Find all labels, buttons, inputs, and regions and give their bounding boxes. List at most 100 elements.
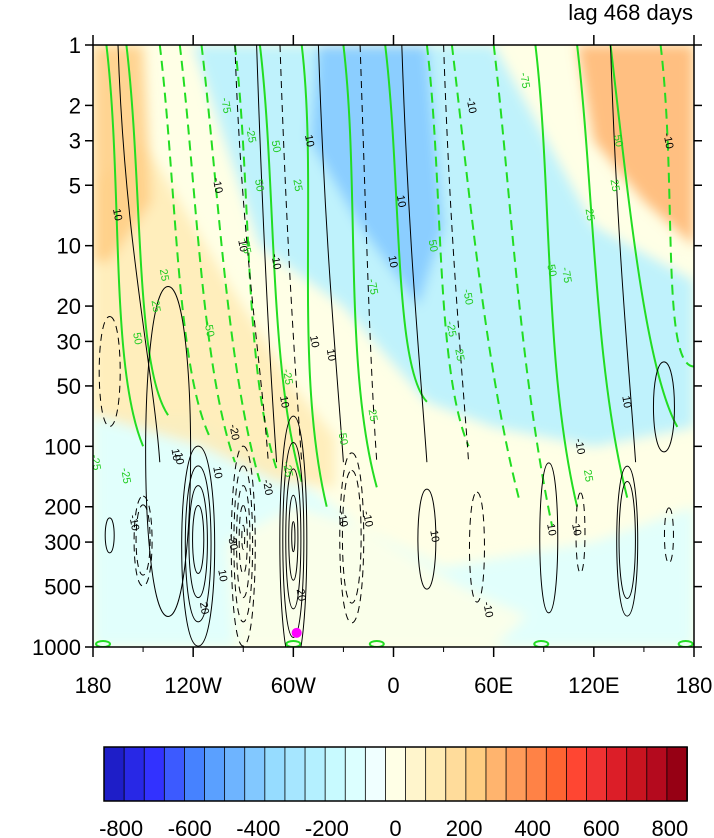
colorbar-swatch — [445, 746, 467, 802]
contour-label: 10 — [324, 348, 338, 362]
colorbar-swatch — [646, 746, 668, 802]
colorbar: -800 -600 -400 -200 0 200 400 600 800 — [99, 746, 688, 838]
contour-label: -50 — [460, 288, 475, 306]
green-contour-line — [200, 45, 261, 482]
y-tick-label: 50 — [57, 374, 81, 399]
colorbar-swatch — [606, 746, 628, 802]
contour-label: 25 — [583, 208, 597, 222]
contour-label: -50 — [544, 260, 559, 278]
green-contour-line — [105, 45, 145, 447]
colorbar-swatch — [143, 746, 166, 802]
contour-label: -10 — [480, 601, 495, 619]
contour-label: 25 — [290, 178, 304, 192]
contour-label: -10 — [572, 438, 587, 456]
black-contour-cell — [192, 504, 205, 574]
black-contour-cell — [417, 488, 437, 590]
contour-label: 10 — [427, 529, 441, 543]
green-contour-line — [450, 45, 520, 498]
x-tick-label: 60E — [474, 673, 513, 698]
contour-label: 10 — [386, 255, 400, 269]
x-tick-label: 120E — [568, 673, 619, 698]
colorbar-swatch — [405, 746, 427, 802]
contour-label: -25 — [280, 368, 295, 386]
y-axis: 1 2 3 5 10 20 30 50 100 200 300 500 1000 — [32, 33, 702, 660]
colorbar-swatch — [385, 746, 407, 802]
green-contours — [95, 45, 694, 647]
green-contour-line — [384, 45, 428, 403]
black-contour-cell — [341, 469, 362, 604]
black-contour-cell — [181, 445, 216, 647]
contour-label: 10 — [307, 335, 321, 349]
colorbar-swatch — [204, 746, 226, 802]
black-contour-cell — [184, 465, 212, 623]
colorbar-label: 600 — [583, 816, 620, 838]
black-contour-line — [256, 45, 278, 463]
contour-label: -10 — [464, 97, 479, 115]
colorbar-frame — [103, 746, 688, 802]
colorbar-label: -400 — [236, 816, 280, 838]
colorbar-label: -600 — [168, 816, 212, 838]
black-contour-cell — [236, 485, 251, 599]
contour-label: -20 — [260, 479, 275, 497]
contour-label: 25 — [157, 268, 171, 282]
green-contour-loop — [677, 640, 694, 647]
colorbar-swatch — [163, 746, 186, 802]
colorbar-swatch — [545, 746, 568, 802]
contour-label: -10 — [210, 177, 225, 195]
contour-label: 25 — [452, 348, 466, 362]
contour-label: 10 — [544, 523, 558, 537]
colorbar-swatch — [344, 746, 367, 802]
contour-label: 10 — [619, 395, 633, 409]
contour-label: 50 — [130, 332, 144, 346]
black-contour-cell — [575, 492, 586, 574]
colorbar-label: 800 — [651, 816, 688, 838]
green-contour-line — [258, 45, 303, 482]
green-contour-loop — [368, 640, 385, 647]
contour-label: -75 — [238, 237, 253, 255]
colorbar-swatch — [626, 746, 648, 802]
green-contour-line — [342, 45, 378, 488]
y-tick-label: 1 — [69, 33, 81, 58]
black-contour-cell — [339, 452, 365, 624]
green-contour-loop — [285, 640, 302, 647]
green-contour-line — [233, 45, 278, 470]
black-contour-cell — [282, 441, 305, 638]
black-contour-cell — [285, 468, 302, 610]
black-contour-cell — [291, 521, 296, 553]
colorbar-swatch — [184, 746, 206, 802]
y-tick-label: 500 — [44, 575, 81, 600]
y-tick-label: 30 — [57, 329, 81, 354]
green-contour-line — [534, 45, 579, 507]
chart-title: lag 468 days — [568, 0, 693, 25]
x-tick-label: 180 — [676, 673, 713, 698]
x-axis: 180 120W 60W 0 60E 120E 180 — [75, 35, 713, 698]
black-contour-line — [279, 45, 303, 463]
contour-label: -25 — [243, 126, 258, 144]
contour-label: 25 — [366, 408, 380, 422]
contour-label: -75 — [517, 72, 532, 90]
contour-label: -10 — [126, 514, 141, 532]
colorbar-swatch — [666, 746, 688, 802]
black-contour-cell — [135, 504, 151, 576]
contour-label: -50 — [335, 428, 350, 446]
black-contour-cell — [618, 480, 636, 599]
contour-label: 50 — [252, 178, 266, 192]
fill-negative-upper-center — [310, 45, 444, 307]
contour-label: 10 — [277, 395, 291, 409]
x-tick-label: 120W — [164, 673, 222, 698]
contour-label: 10 — [210, 466, 224, 480]
black-contour-cell — [279, 415, 308, 647]
colorbar-swatch — [525, 746, 548, 802]
contour-label: 20 — [197, 601, 211, 615]
green-contour-line — [178, 45, 236, 463]
green-contour-line — [300, 45, 328, 507]
y-tick-label: 200 — [44, 495, 81, 520]
black-contour-line — [610, 45, 637, 463]
y-tick-label: 3 — [69, 129, 81, 154]
colorbar-swatch — [565, 746, 588, 802]
black-contour-cell — [104, 517, 115, 554]
contour-label: 10 — [235, 239, 249, 253]
contour-label: -10 — [360, 510, 375, 528]
green-contour-line — [125, 45, 169, 416]
